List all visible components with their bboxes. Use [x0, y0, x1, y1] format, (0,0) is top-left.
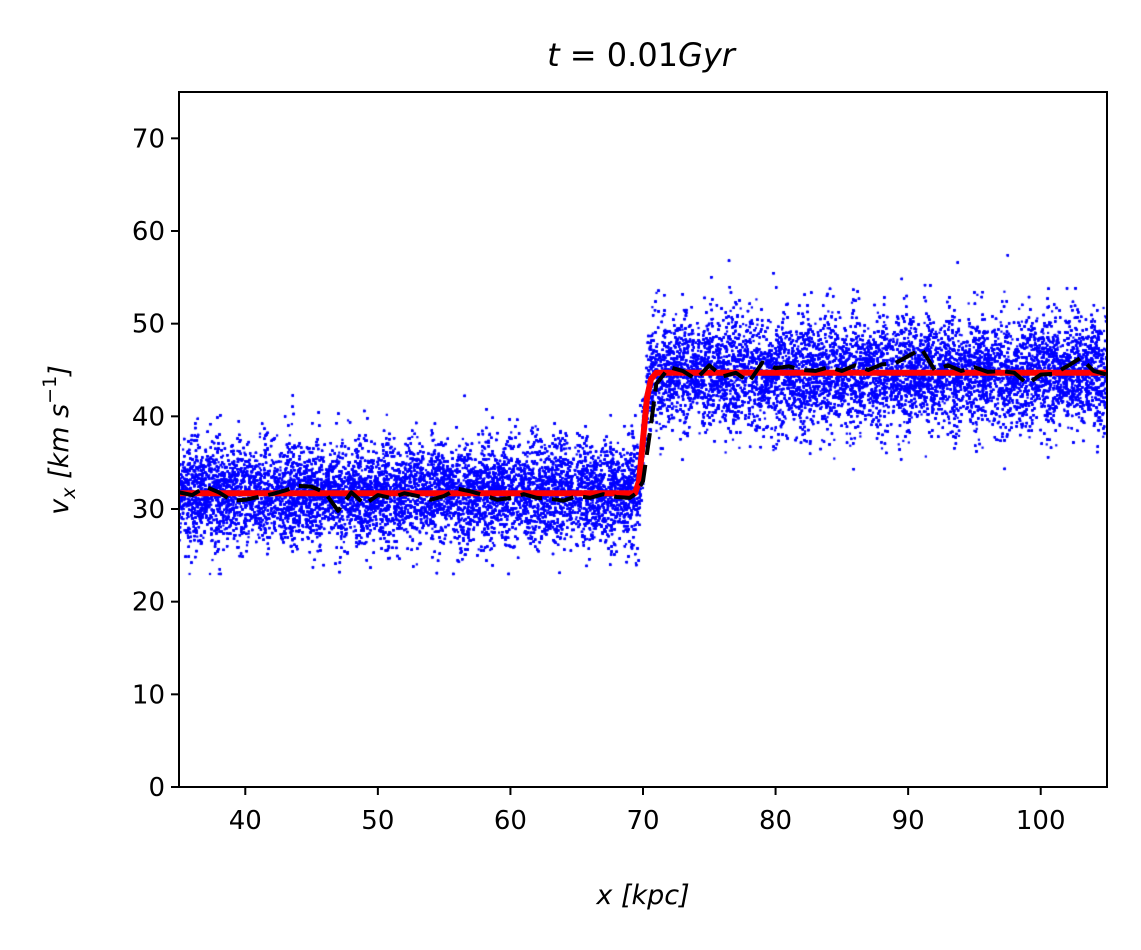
binned-mean-line: [179, 346, 1107, 513]
x-tick-label: 40: [229, 806, 262, 836]
plot-area: [179, 92, 1107, 787]
x-tick-label: 60: [494, 806, 527, 836]
y-tick-label: 0: [148, 773, 165, 803]
x-tick-label: 50: [361, 806, 394, 836]
y-tick-label: 50: [132, 310, 165, 340]
analytic-line: [179, 369, 1107, 497]
chart-title: t = 0.01Gyr: [547, 36, 737, 74]
x-tick-label: 90: [892, 806, 925, 836]
y-tick-label: 20: [132, 588, 165, 618]
y-axis-label: vx [km s−1]: [39, 365, 80, 515]
y-tick-label: 70: [132, 124, 165, 154]
x-tick-label: 80: [759, 806, 792, 836]
x-axis: 40 50 60 70 80 90 100: [229, 787, 1066, 836]
x-tick-label: 100: [1016, 806, 1066, 836]
y-tick-label: 10: [132, 680, 165, 710]
y-tick-label: 40: [132, 402, 165, 432]
series-lines: [179, 346, 1107, 513]
y-axis: 0 10 20 30 40 50 60 70: [132, 124, 179, 803]
y-tick-label: 60: [132, 217, 165, 247]
y-tick-label: 30: [132, 495, 165, 525]
x-tick-label: 70: [626, 806, 659, 836]
x-axis-label: x [kpc]: [595, 880, 689, 911]
